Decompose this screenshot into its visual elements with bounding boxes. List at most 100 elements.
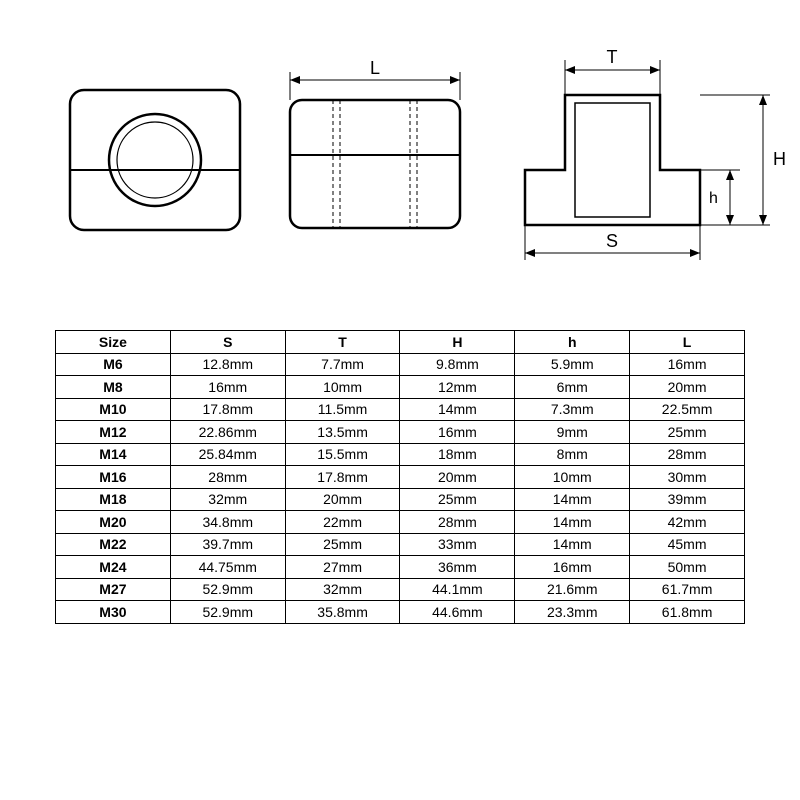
cell-value: 45mm [630, 533, 745, 556]
cell-value: 7.3mm [515, 398, 630, 421]
cell-size: M6 [56, 353, 171, 376]
cell-value: 44.6mm [400, 601, 515, 624]
cell-value: 18mm [400, 443, 515, 466]
cell-value: 20mm [400, 466, 515, 489]
cell-value: 13.5mm [285, 421, 400, 444]
cell-value: 15.5mm [285, 443, 400, 466]
cell-value: 28mm [170, 466, 285, 489]
cell-value: 33mm [400, 533, 515, 556]
cell-value: 9.8mm [400, 353, 515, 376]
cell-value: 14mm [515, 511, 630, 534]
cell-value: 28mm [400, 511, 515, 534]
dim-S: S [525, 225, 700, 260]
table-row: M1017.8mm11.5mm14mm7.3mm22.5mm [56, 398, 745, 421]
cell-value: 25mm [400, 488, 515, 511]
cell-value: 25.84mm [170, 443, 285, 466]
cell-value: 10mm [515, 466, 630, 489]
cell-value: 27mm [285, 556, 400, 579]
cell-value: 16mm [400, 421, 515, 444]
cell-value: 39.7mm [170, 533, 285, 556]
col-h: h [515, 331, 630, 354]
cell-value: 35.8mm [285, 601, 400, 624]
cell-value: 12mm [400, 376, 515, 399]
cell-size: M27 [56, 578, 171, 601]
cell-value: 22.86mm [170, 421, 285, 444]
cell-value: 16mm [630, 353, 745, 376]
cell-value: 25mm [285, 533, 400, 556]
cell-value: 44.75mm [170, 556, 285, 579]
technical-drawings: L [0, 0, 800, 320]
cell-value: 61.7mm [630, 578, 745, 601]
table-row: M2752.9mm32mm44.1mm21.6mm61.7mm [56, 578, 745, 601]
cell-value: 9mm [515, 421, 630, 444]
dim-h: h [709, 170, 734, 225]
cell-value: 32mm [170, 488, 285, 511]
dim-H: H [759, 95, 786, 225]
cell-value: 34.8mm [170, 511, 285, 534]
view-side: T H [525, 47, 786, 260]
cell-value: 5.9mm [515, 353, 630, 376]
cell-value: 8mm [515, 443, 630, 466]
cell-value: 17.8mm [285, 466, 400, 489]
cell-size: M10 [56, 398, 171, 421]
col-L: L [630, 331, 745, 354]
cell-value: 14mm [400, 398, 515, 421]
cell-size: M24 [56, 556, 171, 579]
cell-value: 21.6mm [515, 578, 630, 601]
cell-value: 36mm [400, 556, 515, 579]
cell-value: 14mm [515, 488, 630, 511]
cell-value: 23.3mm [515, 601, 630, 624]
cell-value: 52.9mm [170, 578, 285, 601]
table-row: M2034.8mm22mm28mm14mm42mm [56, 511, 745, 534]
cell-size: M12 [56, 421, 171, 444]
cell-value: 20mm [630, 376, 745, 399]
cell-size: M22 [56, 533, 171, 556]
cell-value: 32mm [285, 578, 400, 601]
cell-value: 22mm [285, 511, 400, 534]
cell-value: 7.7mm [285, 353, 400, 376]
cell-size: M20 [56, 511, 171, 534]
cell-value: 16mm [170, 376, 285, 399]
dim-T: T [565, 47, 660, 95]
cell-value: 14mm [515, 533, 630, 556]
cell-size: M8 [56, 376, 171, 399]
table-row: M816mm10mm12mm6mm20mm [56, 376, 745, 399]
cell-value: 17.8mm [170, 398, 285, 421]
cell-size: M14 [56, 443, 171, 466]
table-row: M3052.9mm35.8mm44.6mm23.3mm61.8mm [56, 601, 745, 624]
table-row: M2239.7mm25mm33mm14mm45mm [56, 533, 745, 556]
dimensions-table-container: Size S T H h L M612.8mm7.7mm9.8mm5.9mm16… [55, 330, 745, 624]
cell-value: 44.1mm [400, 578, 515, 601]
label-H: H [773, 149, 786, 169]
table-body: M612.8mm7.7mm9.8mm5.9mm16mmM816mm10mm12m… [56, 353, 745, 623]
view-top [70, 90, 240, 230]
cell-value: 16mm [515, 556, 630, 579]
cell-size: M18 [56, 488, 171, 511]
table-row: M1628mm17.8mm20mm10mm30mm [56, 466, 745, 489]
table-row: M2444.75mm27mm36mm16mm50mm [56, 556, 745, 579]
table-row: M1222.86mm13.5mm16mm9mm25mm [56, 421, 745, 444]
label-L: L [370, 58, 380, 78]
cell-value: 50mm [630, 556, 745, 579]
label-h: h [709, 190, 718, 207]
cell-value: 28mm [630, 443, 745, 466]
cell-value: 6mm [515, 376, 630, 399]
cell-value: 22.5mm [630, 398, 745, 421]
col-S: S [170, 331, 285, 354]
dim-L: L [290, 58, 460, 100]
dimensions-table: Size S T H h L M612.8mm7.7mm9.8mm5.9mm16… [55, 330, 745, 624]
cell-size: M16 [56, 466, 171, 489]
table-header-row: Size S T H h L [56, 331, 745, 354]
cell-value: 30mm [630, 466, 745, 489]
cell-value: 42mm [630, 511, 745, 534]
table-row: M1832mm20mm25mm14mm39mm [56, 488, 745, 511]
col-T: T [285, 331, 400, 354]
col-H: H [400, 331, 515, 354]
cell-value: 61.8mm [630, 601, 745, 624]
cell-value: 11.5mm [285, 398, 400, 421]
col-size: Size [56, 331, 171, 354]
table-row: M1425.84mm15.5mm18mm8mm28mm [56, 443, 745, 466]
cell-value: 12.8mm [170, 353, 285, 376]
cell-value: 39mm [630, 488, 745, 511]
page: L [0, 0, 800, 800]
